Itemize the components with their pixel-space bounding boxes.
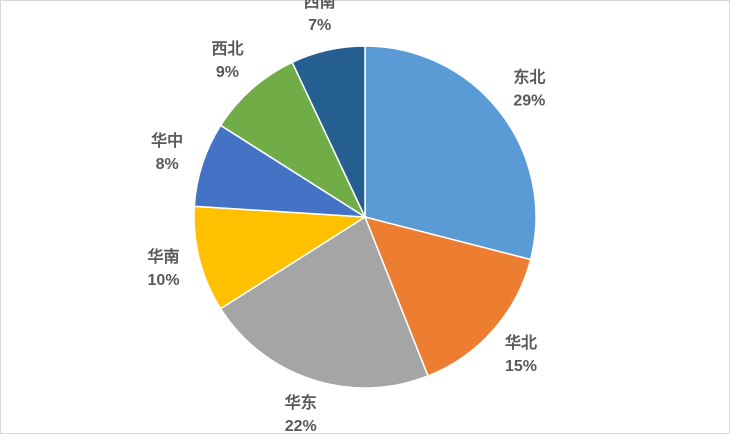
pie-slice: [219, 61, 367, 220]
slice-label: 西南: [304, 0, 336, 11]
slice-value-label: 10%: [148, 272, 180, 289]
pie-slice: [193, 205, 368, 310]
pie-slice: [363, 215, 532, 377]
slice-label: 华南: [148, 247, 180, 266]
slice-value-label: 8%: [156, 156, 179, 173]
pie-slice: [364, 45, 537, 261]
pie-slice: [219, 215, 429, 389]
slice-value-label: 15%: [505, 358, 537, 375]
slice-value-label: 29%: [513, 93, 545, 110]
pie-slice: [291, 45, 366, 218]
slice-label: 西北: [211, 40, 243, 58]
slice-label: 华北: [505, 333, 537, 352]
slice-value-label: 7%: [308, 17, 331, 34]
slice-label: 东北: [513, 68, 545, 87]
slice-value-label: 9%: [216, 64, 239, 81]
slice-label: 华东: [285, 393, 317, 412]
slice-value-label: 22%: [285, 418, 317, 434]
slice-label: 华中: [151, 131, 183, 150]
